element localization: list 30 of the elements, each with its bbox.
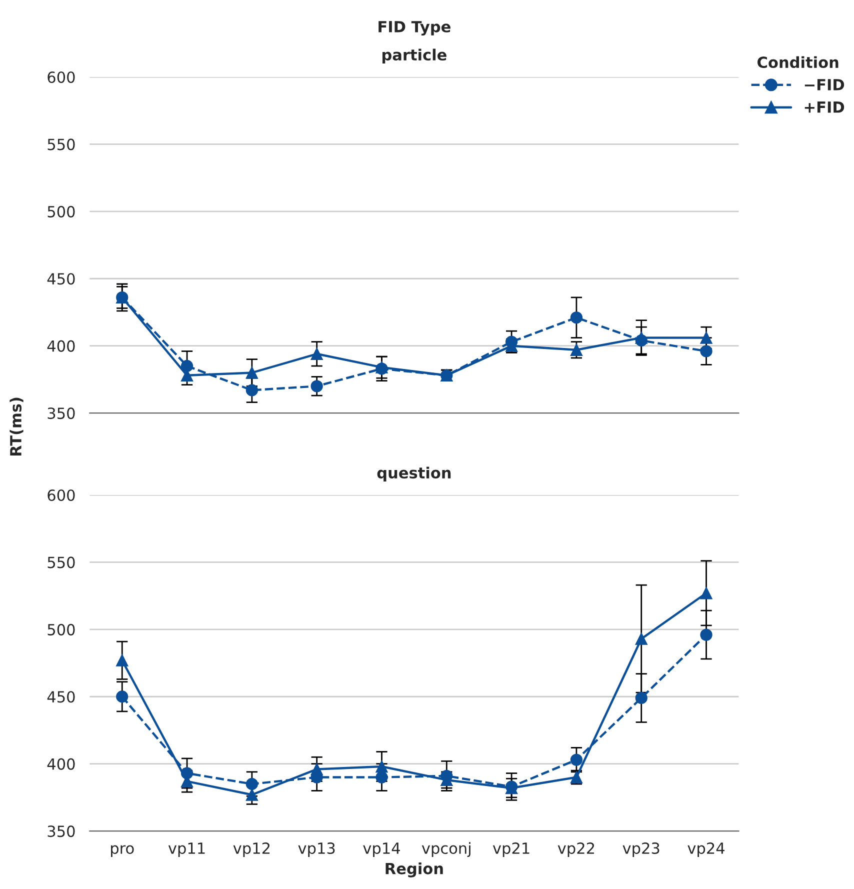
legend-title: Condition <box>758 56 838 68</box>
y-tick-label: 600 <box>48 489 75 502</box>
y-tick-label: 500 <box>48 206 75 218</box>
y-tick-label: 350 <box>48 408 75 420</box>
x-tick-label: vpconj <box>422 842 470 857</box>
y-tick-label: 450 <box>47 691 75 703</box>
y-tick-label: 500 <box>48 624 75 636</box>
y-tick-label: 400 <box>47 340 75 352</box>
y-tick-label: 400 <box>47 758 75 770</box>
x-tick-label: vp24 <box>688 842 724 857</box>
x-tick-label: pro <box>111 845 134 857</box>
x-tick-label: vp11 <box>168 842 205 857</box>
y-tick-label: 350 <box>48 826 75 838</box>
chart-subtitle: particle <box>382 48 446 64</box>
x-axis-title: Region <box>386 862 443 878</box>
legend-label: +FID <box>804 102 844 113</box>
y-tick-label: 550 <box>48 556 75 568</box>
legend-label: −FID <box>804 79 844 90</box>
y-axis-title: RT(ms) <box>10 398 24 456</box>
y-tick-label: 600 <box>48 71 75 84</box>
chart-title: question <box>377 466 451 482</box>
x-tick-label: vp13 <box>298 842 335 857</box>
x-tick-label: vp12 <box>233 842 270 857</box>
y-tick-label: 550 <box>48 138 75 150</box>
x-tick-label: vp21 <box>492 842 530 857</box>
x-tick-label: vp22 <box>558 842 594 857</box>
chart-title: FID Type <box>378 21 450 36</box>
y-tick-label: 450 <box>47 273 75 285</box>
x-tick-label: vp14 <box>363 842 400 857</box>
x-tick-label: vp23 <box>622 842 660 857</box>
